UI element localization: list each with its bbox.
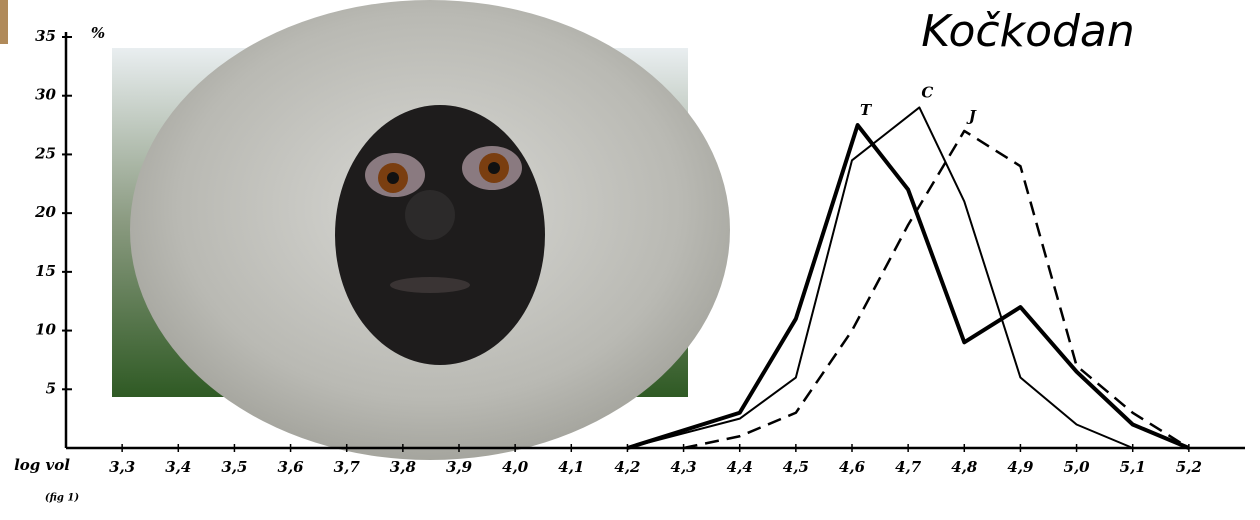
x-tick-label: 3,9 bbox=[446, 458, 473, 476]
corner-mark bbox=[0, 0, 8, 44]
x-tick-label: 4,3 bbox=[671, 458, 697, 476]
x-tick-label: 3,6 bbox=[278, 458, 305, 476]
x-tick-label: 4,9 bbox=[1007, 458, 1034, 476]
y-tick-label: 25 bbox=[34, 144, 56, 162]
series-line bbox=[627, 106, 1134, 449]
x-tick-label: 3,4 bbox=[165, 458, 191, 476]
x-tick-label: 5,2 bbox=[1176, 458, 1202, 476]
x-tick-label: 5,0 bbox=[1064, 458, 1091, 476]
x-axis-label: log vol bbox=[14, 456, 70, 474]
series-label: T bbox=[860, 101, 873, 119]
x-tick-label: 4,2 bbox=[614, 458, 640, 476]
series-line bbox=[683, 129, 1190, 450]
y-tick-label: 20 bbox=[34, 203, 56, 221]
y-tick-label: 30 bbox=[35, 86, 56, 104]
y-tick-label: 15 bbox=[35, 262, 56, 280]
y-tick-label: 35 bbox=[35, 27, 56, 45]
series-label: J bbox=[966, 107, 977, 125]
x-tick-label: 3,8 bbox=[390, 458, 417, 476]
x-tick-label: 4,1 bbox=[558, 458, 584, 476]
series-label: C bbox=[921, 83, 933, 101]
x-tick-label: 4,6 bbox=[839, 458, 866, 476]
y-tick-label: 5 bbox=[46, 379, 56, 397]
x-tick-label: 5,1 bbox=[1120, 458, 1146, 476]
chart-title: Kočkodan bbox=[921, 6, 1135, 57]
figure-note: (fig 1) bbox=[45, 493, 79, 504]
x-tick-label: 3,5 bbox=[221, 458, 247, 476]
x-tick-label: 4,8 bbox=[951, 458, 978, 476]
photo bbox=[112, 0, 730, 460]
x-tick-label: 3,3 bbox=[109, 458, 135, 476]
x-tick-label: 3,7 bbox=[334, 458, 361, 476]
series-line bbox=[626, 123, 1190, 450]
x-tick-label: 4,5 bbox=[783, 458, 809, 476]
y-tick-label: 10 bbox=[35, 321, 56, 339]
x-tick-label: 4,4 bbox=[727, 458, 753, 476]
x-tick-label: 4,0 bbox=[502, 458, 529, 476]
y-axis-label: % bbox=[91, 24, 105, 42]
x-tick-label: 4,7 bbox=[895, 458, 922, 476]
